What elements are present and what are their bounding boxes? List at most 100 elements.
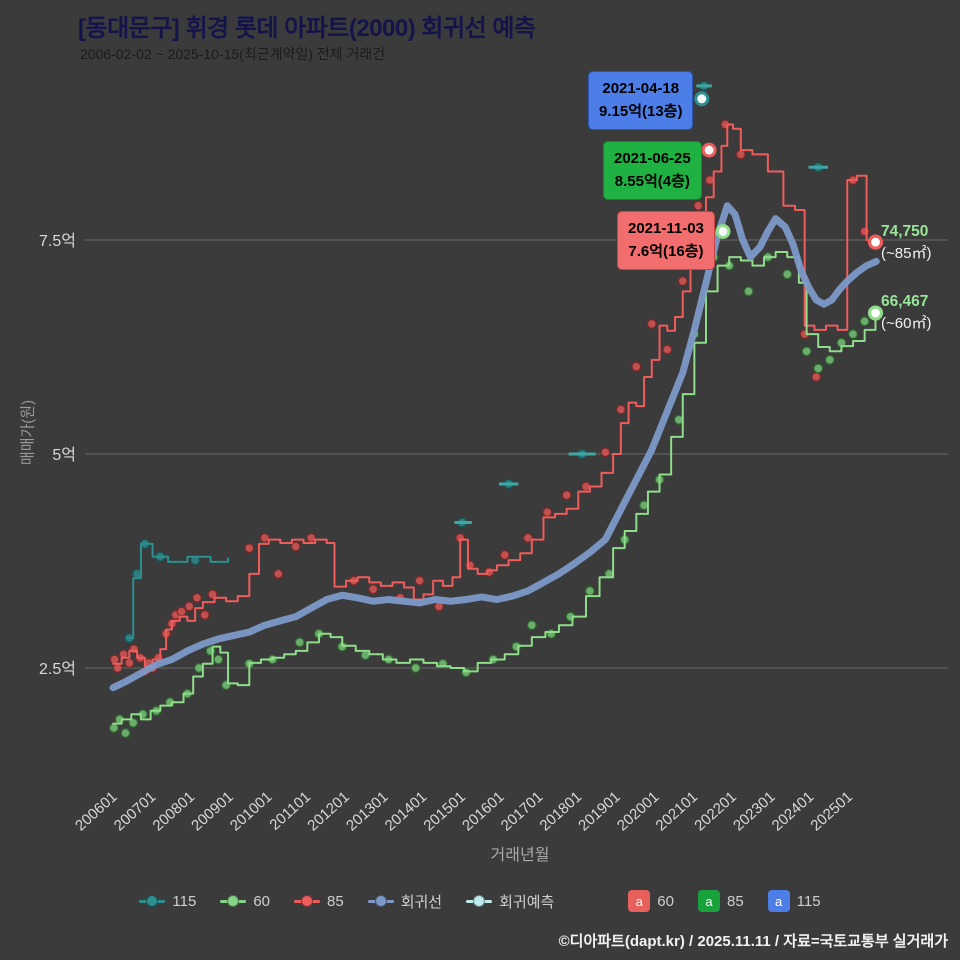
legend-series-label: 회귀선	[400, 893, 443, 911]
scatter-point-85[interactable]	[561, 490, 572, 500]
legend-annotation-label: 60	[657, 892, 674, 910]
scatter-point-85[interactable]	[112, 663, 123, 673]
x-axis-title: 거래년월	[490, 847, 550, 864]
end-unit-60: (~60㎡)	[881, 315, 932, 333]
page-title: [동대문구] 휘경 롯데 아파트(2000) 회귀선 예측	[78, 15, 536, 42]
annotation-box-115: 2021-04-18 9.15억(13층)	[588, 71, 694, 130]
scatter-point-85[interactable]	[542, 507, 553, 518]
legend-dot-icon	[146, 894, 159, 907]
scatter-point-85[interactable]	[499, 550, 510, 560]
end-marker-60[interactable]	[867, 305, 884, 321]
x-tick-label: 201101	[266, 788, 314, 833]
scatter-point-85[interactable]	[631, 361, 642, 372]
x-tick-label: 201401	[382, 788, 431, 834]
scatter-point-85[interactable]	[735, 149, 746, 160]
scatter-point-85[interactable]	[244, 543, 255, 554]
legend-series-회귀선[interactable]: 회귀선	[367, 891, 443, 912]
x-tick-label: 201201	[304, 788, 353, 834]
line-115㎡[interactable]	[126, 542, 230, 640]
annotation-box-60: 2021-11-03 7.6억(16층)	[617, 211, 715, 270]
scatter-point-60[interactable]	[584, 586, 595, 596]
scatter-point-85[interactable]	[109, 654, 120, 665]
scatter-point-85[interactable]	[484, 567, 495, 578]
annotation-chip-icon: a	[697, 890, 720, 912]
legend-dot-icon	[473, 894, 486, 907]
scatter-point-85[interactable]	[273, 568, 284, 579]
scatter-point-85[interactable]	[523, 532, 533, 543]
x-tick-label: 201001	[227, 788, 276, 834]
scatter-point-60[interactable]	[801, 346, 812, 357]
x-tick-label: 200901	[188, 788, 237, 834]
scatter-point-60[interactable]	[546, 628, 557, 639]
legend-line-marker-icon	[294, 894, 320, 907]
highlight-marker-60[interactable]	[715, 223, 731, 239]
legend: 115 60 85 회귀선 회귀예측 a 60 a 85 a 115	[0, 890, 960, 912]
scatter-point-85[interactable]	[176, 606, 187, 617]
scatter-point-60[interactable]	[213, 654, 224, 665]
x-tick-label: 201501	[420, 788, 469, 834]
y-axis-title: 매매가(원)	[19, 399, 37, 466]
scatter-point-85[interactable]	[677, 276, 688, 286]
scatter-point-60[interactable]	[221, 680, 232, 691]
footer-credit: ©디아파트(dapt.kr) / 2025.11.11 / 자료=국토교통부 실…	[558, 933, 948, 950]
legend-series-115[interactable]: 115	[139, 893, 196, 910]
scatter-point-85[interactable]	[811, 372, 822, 382]
scatter-point-60[interactable]	[410, 663, 421, 673]
legend-line-marker-icon	[367, 894, 394, 907]
scatter-point-60[interactable]	[128, 717, 139, 728]
line-60㎡[interactable]	[112, 250, 877, 725]
scatter-point-60[interactable]	[294, 637, 305, 648]
scatter-point-85[interactable]	[124, 657, 135, 668]
annotation-date: 2021-11-03	[628, 220, 704, 237]
scatter-point-60[interactable]	[526, 620, 537, 631]
end-label-85: 74,750 (~85㎡)	[881, 221, 931, 265]
scatter-point-85[interactable]	[693, 200, 704, 211]
page-subtitle: 2006-02-02 ~ 2025-10-15(최근계약일) 전체 거래건	[80, 46, 386, 62]
line-회귀선[interactable]	[109, 202, 880, 692]
end-marker-85[interactable]	[867, 234, 884, 250]
scatter-point-85[interactable]	[368, 584, 379, 595]
legend-annotation-label: 85	[726, 892, 744, 910]
scatter-point-60[interactable]	[743, 286, 754, 297]
scatter-point-60[interactable]	[859, 316, 870, 327]
legend-dot-icon	[374, 894, 387, 907]
scatter-point-85[interactable]	[199, 610, 210, 620]
scatter-point-60[interactable]	[782, 269, 793, 280]
end-label-60: 66,467 (~60㎡)	[881, 291, 931, 335]
annotation-value: 7.6억(16층)	[628, 243, 704, 261]
scatter-point-60[interactable]	[205, 645, 216, 656]
scatter-point-60[interactable]	[108, 723, 119, 733]
legend-annotation-60[interactable]: a 60	[628, 890, 674, 912]
legend-series-85[interactable]: 85	[294, 893, 344, 910]
scatter-point-85[interactable]	[859, 226, 870, 237]
legend-series-label: 85	[327, 892, 344, 910]
legend-line-marker-icon	[220, 894, 247, 907]
legend-series-60[interactable]: 60	[220, 893, 270, 910]
scatter-point-85[interactable]	[615, 404, 626, 415]
scatter-point-85[interactable]	[646, 318, 657, 329]
x-tick-label: 201801	[536, 788, 585, 834]
legend-annotation-85[interactable]: a 85	[697, 890, 744, 912]
scatter-point-85[interactable]	[192, 592, 202, 603]
scatter-point-85[interactable]	[414, 575, 425, 586]
scatter-point-60[interactable]	[824, 354, 835, 365]
highlight-marker-115[interactable]	[694, 91, 710, 107]
scatter-point-85[interactable]	[662, 344, 673, 355]
scatter-point-60[interactable]	[813, 363, 824, 374]
x-tick-label: 201701	[498, 788, 547, 834]
highlight-marker-85[interactable]	[701, 142, 717, 158]
end-value-85: 74,750	[881, 223, 929, 240]
scatter-point-85[interactable]	[207, 589, 218, 600]
scatter-point-85[interactable]	[259, 532, 270, 543]
legend-annotation-115[interactable]: a 115	[767, 890, 821, 912]
legend-series-회귀예측[interactable]: 회귀예측	[466, 891, 554, 912]
scatter-point-60[interactable]	[848, 329, 858, 340]
scatter-point-60[interactable]	[120, 728, 131, 738]
scatter-point-85[interactable]	[184, 601, 195, 612]
x-tick-label: 202401	[769, 788, 818, 834]
scatter-point-85[interactable]	[600, 447, 611, 458]
scatter-point-85[interactable]	[290, 541, 301, 552]
line-85㎡[interactable]	[112, 123, 877, 668]
